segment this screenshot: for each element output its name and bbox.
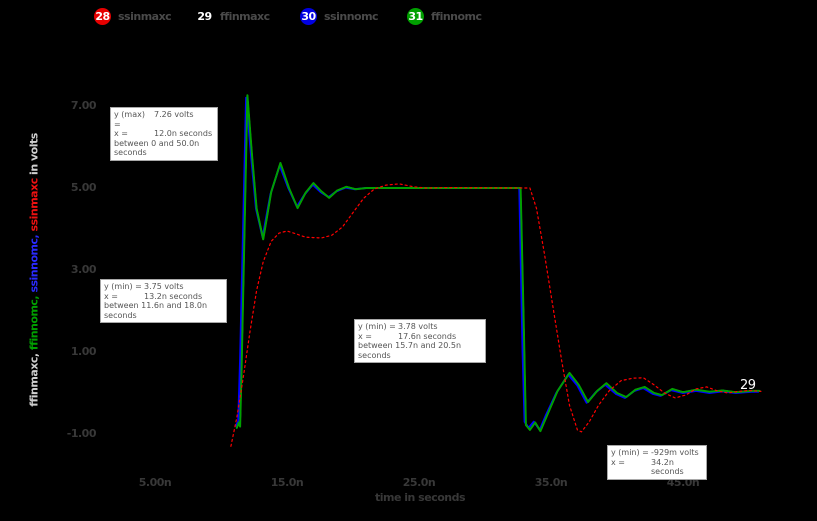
- x-tick-label: 5.00n: [138, 476, 172, 489]
- curve-end-label-29[interactable]: 29: [740, 378, 756, 393]
- curve-ffinmaxc[interactable]: [236, 94, 761, 432]
- measurement-box-max[interactable]: y (max) = 7.26 volts x = 12.0n seconds bet…: [110, 107, 218, 161]
- curve-ssinmaxc[interactable]: [230, 183, 762, 447]
- measure-value: 13.2n seconds: [144, 291, 203, 301]
- measurement-box-min-1[interactable]: y (min) = 3.75 volts x = 13.2n seconds bet…: [100, 279, 227, 323]
- measure-value: 34.2n seconds: [651, 457, 684, 477]
- legend-item-ssinnomc[interactable]: 30 ssinnomc: [300, 7, 379, 25]
- legend-item-ssinmaxc[interactable]: 28 ssinmaxc: [94, 7, 172, 25]
- measure-label: y (max) =: [114, 110, 145, 129]
- measurement-box-min-2[interactable]: y (min) = 3.78 volts x = 17.6n seconds bet…: [354, 319, 486, 363]
- measure-range: between 15.7n and 20.5n seconds: [358, 341, 462, 360]
- measure-range: between 11.6n and 18.0n seconds: [104, 301, 208, 320]
- y-tick-label: 5.00: [70, 181, 97, 194]
- measure-value: 7.26 volts: [154, 110, 194, 119]
- measurement-box-min-3[interactable]: y (min) = -929m volts x = 34.2n seconds: [607, 445, 707, 480]
- curve-number-badge: 31: [407, 7, 424, 25]
- y-tick-label: 7.00: [70, 99, 97, 112]
- y-tick-label: 1.00: [70, 345, 97, 358]
- legend-item-ffinnomc[interactable]: 31 ffinnomc: [407, 7, 482, 25]
- curve-number-badge: 29: [197, 9, 212, 23]
- measure-label: x =: [611, 457, 625, 467]
- measure-value: -929m volts: [651, 448, 699, 457]
- measure-value: 3.75 volts: [144, 282, 184, 291]
- curve-ffinnomc[interactable]: [235, 94, 761, 433]
- measure-range: between 0 and 50.0n seconds: [114, 138, 200, 158]
- legend-label: ssinnomc: [324, 9, 379, 23]
- legend-label: ffinnomc: [431, 9, 482, 23]
- y-tick-label: -1.00: [66, 427, 97, 440]
- measure-label: y (min) =: [358, 322, 396, 331]
- curve-number-badge: 30: [300, 7, 317, 25]
- x-axis-title: time in seconds: [374, 491, 466, 504]
- measure-value: 3.78 volts: [398, 322, 438, 331]
- y-tick-label: 3.00: [70, 263, 97, 276]
- curve-number-badge: 28: [94, 7, 111, 25]
- curve-ssinnomc[interactable]: [234, 96, 760, 431]
- x-tick-label: 25.0n: [402, 476, 436, 489]
- measure-value: 12.0n seconds: [154, 129, 213, 138]
- x-tick-label: 35.0n: [534, 476, 568, 489]
- x-tick-label: 15.0n: [270, 476, 304, 489]
- legend-label: ssinmaxc: [118, 9, 172, 23]
- measure-label: x =: [104, 291, 118, 301]
- measure-label: y (min) =: [611, 448, 649, 457]
- legend-item-ffinmaxc[interactable]: 29 ffinmaxc: [196, 7, 270, 25]
- measure-label: x =: [358, 331, 372, 341]
- measure-label: y (min) =: [104, 282, 142, 291]
- measure-value: 17.6n seconds: [398, 331, 457, 341]
- legend-label: ffinmaxc: [220, 9, 270, 23]
- measure-label: x =: [114, 129, 128, 138]
